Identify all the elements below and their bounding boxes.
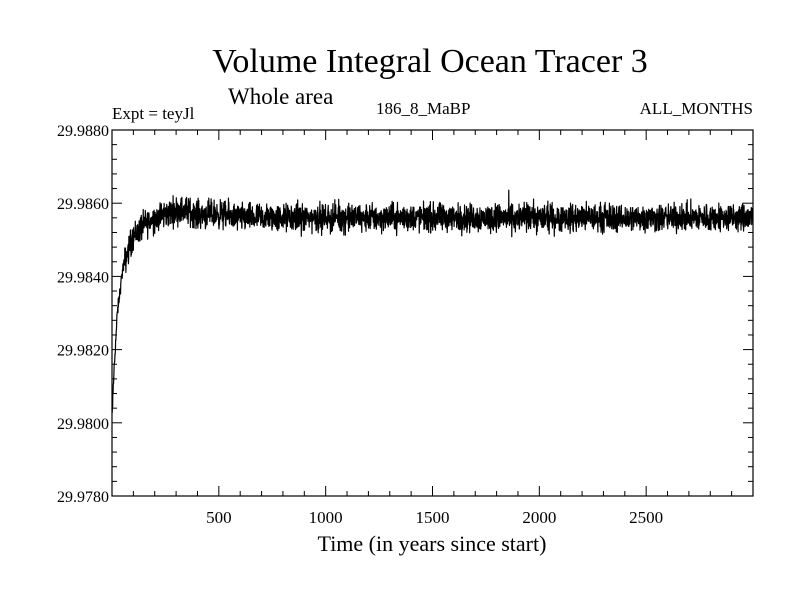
x-tick-label: 1500 (416, 508, 450, 527)
y-tick-label: 29.9840 (57, 269, 109, 286)
x-tick-labels: 500 1000 1500 2000 2500 (206, 508, 663, 527)
y-tick-label: 29.9780 (57, 489, 109, 506)
y-tick-label: 29.9820 (57, 343, 109, 360)
plot-frame (111, 129, 754, 497)
y-tick-label: 29.9860 (57, 196, 109, 213)
experiment-label: Expt = teyJl (112, 104, 195, 123)
y-tick-labels: 29.9780 29.9800 29.9820 29.9840 29.9860 29.98… (57, 123, 109, 506)
chart-subtitle: Whole area (228, 84, 333, 109)
x-tick-label: 2500 (629, 508, 663, 527)
series-line (111, 189, 754, 414)
axis-ticks (112, 130, 753, 496)
chart-title: Volume Integral Ocean Tracer 3 (212, 43, 648, 80)
x-tick-label: 1000 (309, 508, 343, 527)
y-tick-label: 29.9880 (57, 123, 109, 140)
y-tick-label: 29.9800 (57, 416, 109, 433)
x-tick-label: 2000 (522, 508, 556, 527)
x-axis-label: Time (in years since start) (318, 531, 547, 556)
x-tick-label: 500 (206, 508, 232, 527)
months-label: ALL_MONTHS (640, 99, 753, 118)
period-label: 186_8_MaBP (376, 99, 470, 118)
